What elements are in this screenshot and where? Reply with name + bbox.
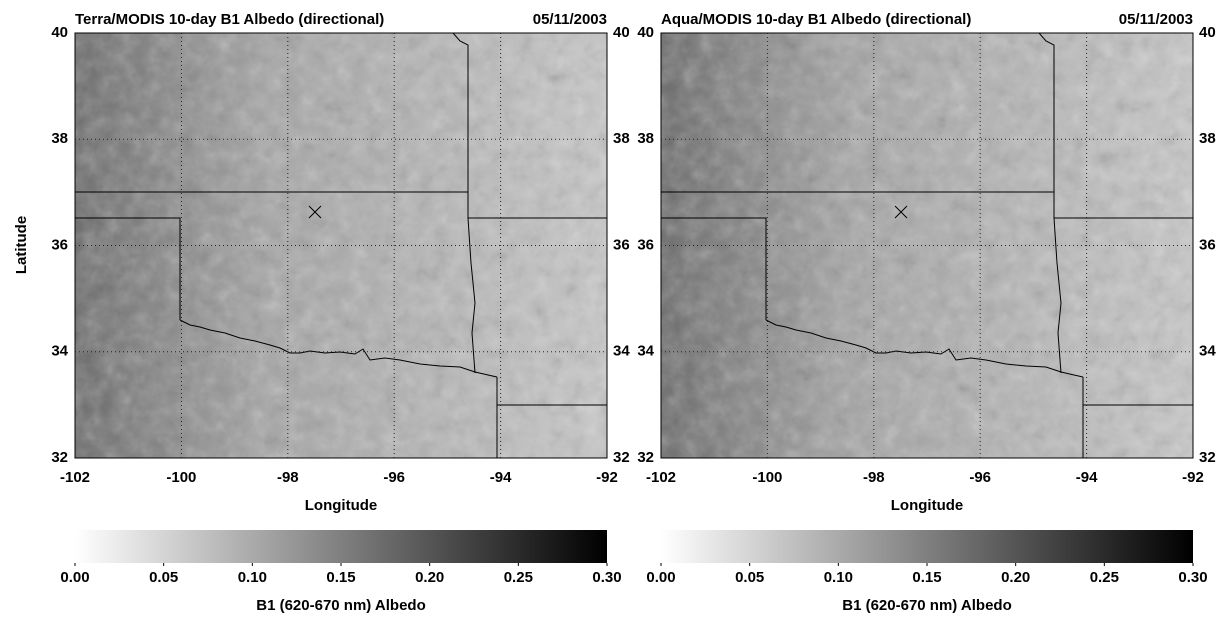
y-tick-label: 38 <box>51 130 68 147</box>
panel-title: Terra/MODIS 10-day B1 Albedo (directiona… <box>75 11 384 28</box>
colorbar-tick-label: 0.10 <box>238 569 267 586</box>
y-tick-label-right: 36 <box>613 236 630 253</box>
x-tick-label: -96 <box>383 469 405 486</box>
y-tick-label-right: 32 <box>1199 449 1216 466</box>
x-tick-label: -98 <box>863 469 885 486</box>
colorbar-tick-label: 0.30 <box>1178 569 1207 586</box>
x-tick-label: -100 <box>752 469 782 486</box>
y-tick-label-right: 34 <box>613 343 630 360</box>
y-tick-label: 36 <box>51 236 68 253</box>
colorbar-tick-label: 0.05 <box>735 569 764 586</box>
y-axis-label: Latitude <box>13 216 30 274</box>
colorbar <box>661 530 1193 563</box>
panel-title: Aqua/MODIS 10-day B1 Albedo (directional… <box>661 11 971 28</box>
y-tick-label: 40 <box>637 24 654 41</box>
y-tick-label-right: 34 <box>1199 343 1216 360</box>
colorbar-tick-label: 0.20 <box>415 569 444 586</box>
x-tick-label: -92 <box>596 469 618 486</box>
colorbar-tick-label: 0.20 <box>1001 569 1030 586</box>
y-tick-label-right: 38 <box>1199 130 1216 147</box>
colorbar-tick-label: 0.00 <box>60 569 89 586</box>
colorbar-tick-label: 0.15 <box>326 569 355 586</box>
x-tick-label: -102 <box>60 469 90 486</box>
y-tick-label: 32 <box>637 449 654 466</box>
colorbar-tick-label: 0.30 <box>592 569 621 586</box>
y-tick-label-right: 36 <box>1199 236 1216 253</box>
colorbar-label: B1 (620-670 nm) Albedo <box>842 597 1012 614</box>
x-axis-label: Longitude <box>305 497 377 514</box>
x-tick-label: -92 <box>1182 469 1204 486</box>
x-axis-label: Longitude <box>891 497 963 514</box>
colorbar-label: B1 (620-670 nm) Albedo <box>256 597 426 614</box>
y-tick-label: 36 <box>637 236 654 253</box>
x-tick-label: -102 <box>646 469 676 486</box>
y-tick-label-right: 38 <box>613 130 630 147</box>
x-tick-label: -94 <box>490 469 512 486</box>
panel-date: 05/11/2003 <box>1119 11 1193 28</box>
y-tick-label-right: 32 <box>613 449 630 466</box>
x-tick-label: -98 <box>277 469 299 486</box>
colorbar-tick-label: 0.25 <box>1090 569 1119 586</box>
colorbar-tick-label: 0.15 <box>912 569 941 586</box>
x-tick-label: -94 <box>1076 469 1098 486</box>
y-tick-label: 38 <box>637 130 654 147</box>
x-tick-label: -96 <box>969 469 991 486</box>
y-tick-label-right: 40 <box>1199 24 1216 41</box>
colorbar-tick-label: 0.25 <box>504 569 533 586</box>
x-tick-label: -100 <box>166 469 196 486</box>
colorbar-tick-label: 0.10 <box>824 569 853 586</box>
y-tick-label: 40 <box>51 24 68 41</box>
y-tick-label: 34 <box>637 343 654 360</box>
panel-date: 05/11/2003 <box>533 11 607 28</box>
y-tick-label: 32 <box>51 449 68 466</box>
y-tick-label: 34 <box>51 343 68 360</box>
colorbar-tick-label: 0.00 <box>646 569 675 586</box>
y-tick-label-right: 40 <box>613 24 630 41</box>
colorbar <box>75 530 607 563</box>
colorbar-tick-label: 0.05 <box>149 569 178 586</box>
